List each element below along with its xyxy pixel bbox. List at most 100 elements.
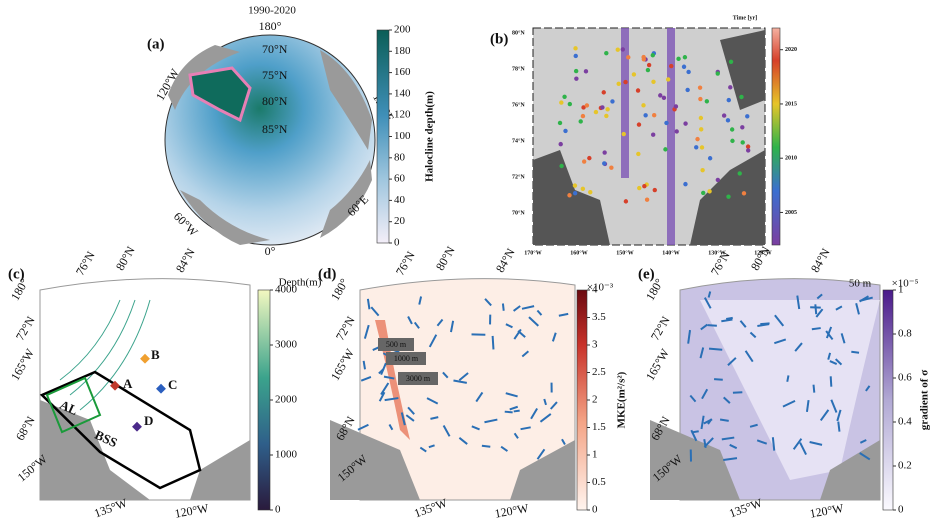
observation-dot <box>737 171 742 176</box>
arrow <box>530 407 538 420</box>
observation-dot <box>707 189 712 194</box>
colorbar-tick-label: 2010 <box>785 156 797 162</box>
colorbar-title: Depth(m) <box>279 277 322 289</box>
observation-dot <box>665 77 671 82</box>
arrow <box>816 293 823 300</box>
observation-dot <box>674 129 679 134</box>
arrow <box>430 416 439 420</box>
arrow <box>521 350 530 358</box>
observation-dot <box>631 72 637 77</box>
geo-label: 80°N <box>113 244 138 273</box>
observation-dot <box>745 114 750 119</box>
observation-dot <box>683 121 688 126</box>
arrow <box>799 442 807 456</box>
arrow <box>363 324 370 339</box>
arrow <box>471 425 480 431</box>
arrow <box>859 452 871 461</box>
observation-dot <box>580 113 586 119</box>
arrow <box>865 385 871 392</box>
observation-dot <box>663 147 668 152</box>
observation-dot <box>664 120 669 126</box>
transect <box>621 28 629 178</box>
observation-dot <box>699 145 705 150</box>
arrow <box>362 360 366 370</box>
geo-label: 76°N <box>73 249 98 278</box>
arrow <box>453 379 467 384</box>
arrow <box>774 314 785 327</box>
arrow <box>383 375 395 380</box>
colorbar-tick-label: 1 <box>592 449 598 461</box>
arrow <box>707 291 712 298</box>
arrow <box>558 312 569 317</box>
colorbar-tick-label: 0 <box>275 504 281 516</box>
observation-dot <box>721 113 727 118</box>
arrow <box>436 318 444 327</box>
observation-dot <box>725 118 731 123</box>
geo-label: 80°N <box>748 244 773 273</box>
station-label: A <box>123 376 133 391</box>
land <box>330 420 575 500</box>
arrow <box>380 382 390 396</box>
observation-dot <box>583 69 589 74</box>
observation-points <box>557 46 751 204</box>
observation-dot <box>581 105 586 110</box>
arrow <box>812 384 816 393</box>
velocity-arrows <box>687 291 873 462</box>
observation-dot <box>587 155 592 161</box>
observation-dot <box>739 94 744 100</box>
arrow <box>829 376 833 387</box>
colorbar <box>882 289 894 511</box>
arrow <box>749 331 757 339</box>
al-region <box>45 376 102 434</box>
observation-dot <box>621 131 626 137</box>
observation-dot <box>726 97 731 103</box>
station-marker <box>110 380 120 391</box>
arrow <box>458 437 468 445</box>
arrow <box>786 375 790 382</box>
colorbar-tick-label: 160 <box>394 66 411 78</box>
observation-dot <box>650 132 656 137</box>
colorbar <box>376 29 390 244</box>
station-marker <box>140 353 150 364</box>
transect <box>667 28 675 245</box>
geo-label: 84°N <box>173 246 198 275</box>
observation-dot <box>643 113 648 118</box>
arrow <box>521 305 535 310</box>
contour-label: 500 m <box>386 340 407 349</box>
observation-dot <box>645 67 651 73</box>
geo-label: 70°N <box>262 42 288 56</box>
observation-dot <box>563 128 568 134</box>
lat-label: 78°N <box>512 65 525 72</box>
observation-dot <box>741 191 747 196</box>
lon-label: 170°W <box>524 249 541 256</box>
colorbar-tick-label: 2.5 <box>592 366 606 378</box>
colorbar-tick-label: 3.5 <box>592 311 606 323</box>
land <box>168 45 372 245</box>
colorbar-tick-label: 120 <box>394 109 411 121</box>
observation-dot <box>581 159 587 164</box>
arrow <box>756 439 768 445</box>
arrow <box>714 378 723 381</box>
panel-d: 500 m 1000 m 3000 m (d) <box>318 266 576 501</box>
arrow <box>827 352 832 360</box>
arrow <box>859 296 873 302</box>
geo-label: 120°W <box>494 501 531 521</box>
lat-label: 70°N <box>512 209 525 216</box>
arrow <box>407 316 413 325</box>
arrow <box>484 418 498 424</box>
arrow <box>505 323 513 329</box>
arrow <box>836 409 842 422</box>
observation-dot <box>610 99 615 104</box>
lon-label: 150°W <box>616 249 633 256</box>
observation-dot <box>651 113 657 118</box>
observation-dot <box>588 190 593 195</box>
colorbar-tick-label: 60 <box>394 173 406 185</box>
contour-label: 3000 m <box>406 374 431 383</box>
arrow <box>428 444 435 449</box>
observation-dot <box>730 138 735 144</box>
observation-dot <box>745 148 751 153</box>
observation-dot <box>673 104 679 109</box>
arrow <box>484 298 492 307</box>
observation-dot <box>726 194 731 199</box>
observation-dot <box>652 187 657 193</box>
